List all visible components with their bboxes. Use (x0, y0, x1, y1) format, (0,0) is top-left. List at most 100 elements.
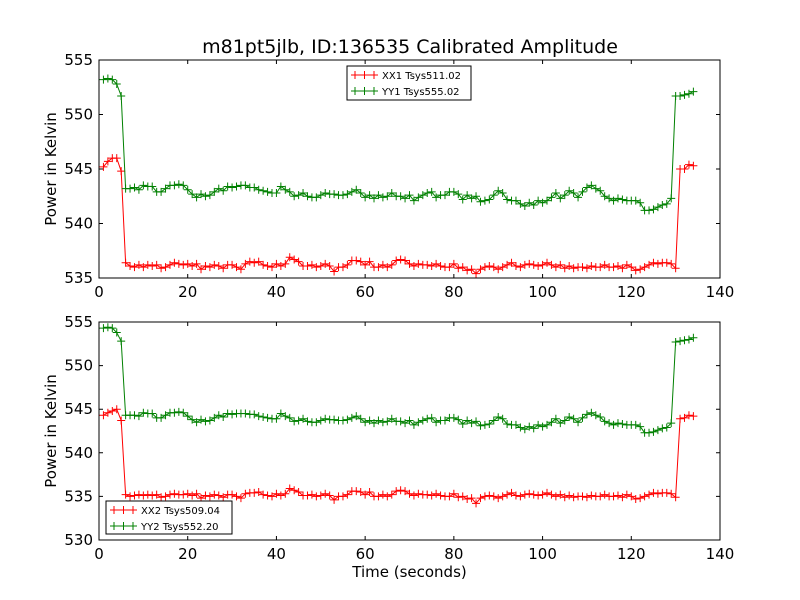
top-data-point (676, 91, 685, 100)
top-data-point (161, 263, 170, 272)
bottom-data-point (139, 408, 148, 417)
bottom-data-point (321, 489, 330, 498)
top-data-point (387, 260, 396, 269)
top-data-point (134, 185, 143, 194)
top-data-point (303, 192, 312, 201)
top-legend-marker (370, 87, 378, 95)
top-legend-label: YY1 Tsys555.02 (381, 87, 460, 98)
bottom-data-point (653, 426, 662, 435)
top-data-point (338, 263, 347, 272)
bottom-data-point (547, 418, 556, 427)
bottom-data-point (383, 492, 392, 501)
bottom-data-point (405, 489, 414, 498)
bottom-data-point (370, 419, 379, 428)
bottom-data-point (188, 491, 197, 500)
top-data-point (117, 91, 126, 100)
top-data-point (640, 263, 649, 272)
top-data-point (103, 74, 112, 83)
top-data-point (219, 264, 228, 273)
bottom-data-point (108, 406, 117, 415)
top-data-point (662, 258, 671, 267)
top-data-point (667, 194, 676, 203)
top-series-2 (99, 74, 698, 215)
top-data-point (582, 183, 591, 192)
bottom-data-point (516, 423, 525, 432)
top-data-point (449, 187, 458, 196)
bottom-data-point (103, 323, 112, 332)
top-data-point (609, 263, 618, 272)
top-data-point (378, 260, 387, 269)
top-data-point (432, 193, 441, 202)
bottom-data-point (103, 408, 112, 417)
top-data-point (285, 187, 294, 196)
top-data-point (330, 190, 339, 199)
bottom-legend-marker (129, 522, 137, 530)
top-data-point (214, 184, 223, 193)
bottom-data-point (543, 420, 552, 429)
top-data-point (374, 191, 383, 200)
bottom-data-point (596, 413, 605, 422)
bottom-data-point (210, 490, 219, 499)
bottom-data-point (414, 489, 423, 498)
bottom-data-point (662, 488, 671, 497)
top-x-tick-label: 120 (617, 283, 646, 301)
bottom-data-point (636, 422, 645, 431)
bottom-data-point (684, 335, 693, 344)
top-data-point (250, 183, 259, 192)
bottom-data-point (565, 491, 574, 500)
bottom-data-point (134, 412, 143, 421)
bottom-data-point (449, 413, 458, 422)
bottom-data-point (254, 488, 263, 497)
top-data-point (662, 199, 671, 208)
top-data-point (445, 263, 454, 272)
bottom-data-point (565, 413, 574, 422)
bottom-data-point (480, 492, 489, 501)
top-data-point (574, 193, 583, 202)
top-data-point (596, 186, 605, 195)
top-data-point (143, 260, 152, 269)
bottom-y-tick-label: 555 (64, 313, 93, 331)
bottom-data-point (303, 491, 312, 500)
bottom-data-point (525, 422, 534, 431)
bottom-data-point (472, 417, 481, 426)
top-data-point (112, 79, 121, 88)
top-x-tick-label: 20 (178, 283, 197, 301)
top-data-point (338, 191, 347, 200)
top-data-point (653, 259, 662, 268)
bottom-data-point (676, 337, 685, 346)
bottom-data-point (551, 492, 560, 501)
bottom-data-point (316, 491, 325, 500)
top-data-point (108, 75, 117, 84)
bottom-data-point (405, 416, 414, 425)
bottom-data-point (414, 418, 423, 427)
bottom-data-point (121, 490, 130, 499)
bottom-data-point (259, 413, 268, 422)
bottom-data-point (387, 490, 396, 499)
top-data-point (534, 262, 543, 271)
top-data-point (653, 203, 662, 212)
bottom-data-point (613, 491, 622, 500)
bottom-data-point (161, 492, 170, 501)
top-data-point (223, 182, 232, 191)
top-data-point (396, 255, 405, 264)
top-data-point (600, 192, 609, 201)
top-data-point (139, 263, 148, 272)
bottom-data-point (321, 414, 330, 423)
top-data-point (498, 188, 507, 197)
bottom-data-point (582, 493, 591, 502)
top-x-tick-label: 100 (528, 283, 557, 301)
bottom-data-point (112, 405, 121, 414)
bottom-data-point (529, 424, 538, 433)
top-data-point (179, 260, 188, 269)
bottom-data-point (157, 493, 166, 502)
bottom-data-point (449, 489, 458, 498)
top-data-point (245, 257, 254, 266)
bottom-legend-marker (129, 506, 137, 514)
top-legend-marker (360, 87, 369, 95)
top-data-point (214, 262, 223, 271)
top-data-point (587, 262, 596, 271)
top-data-point (631, 196, 640, 205)
bottom-data-point (183, 489, 192, 498)
top-data-point (174, 259, 183, 268)
bottom-data-point (418, 416, 427, 425)
